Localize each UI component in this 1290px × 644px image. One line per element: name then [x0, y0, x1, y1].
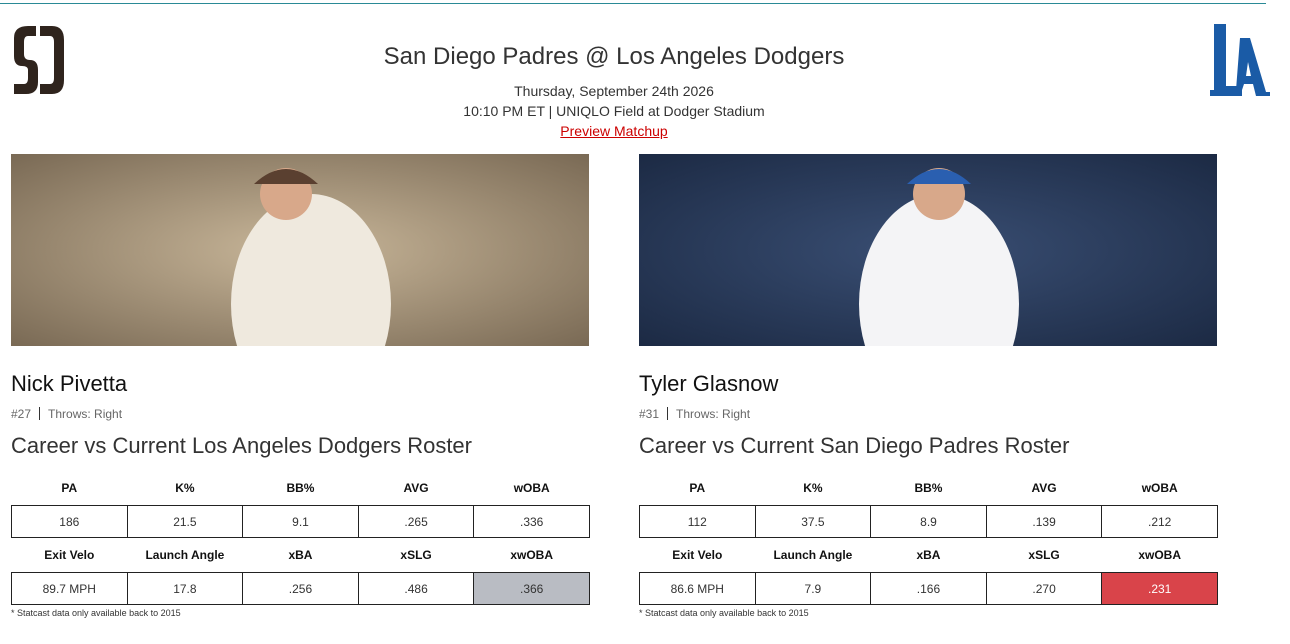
footnote: * Statcast data only available back to 2…	[639, 608, 809, 618]
stat-value: 186	[11, 505, 128, 538]
stat-value: 112	[639, 505, 756, 538]
stat-value: .166	[870, 572, 987, 605]
column-header: xBA	[288, 548, 313, 562]
throws: Throws: Right	[676, 407, 751, 421]
column-header: PA	[61, 481, 78, 495]
stats-table: PA K% BB% AVG wOBA 186 21.5 9.1.265.336 Exit Vel…	[11, 471, 590, 605]
column-header: Exit Velo	[44, 548, 95, 562]
stat-value: 9.1	[242, 505, 359, 538]
footnote: * Statcast data only available back to 2…	[11, 608, 181, 618]
column-header: K%	[803, 481, 823, 495]
stat-value: 17.8	[126, 572, 244, 605]
pitcher-card: Nick Pivetta #27 Throws: Right Career vs Cu…	[11, 154, 590, 618]
separator	[39, 407, 41, 420]
stats-table: PA K% BB% AVG wOBA 112 37.5 8.9.139.212 Exit Vel…	[639, 471, 1218, 605]
stat-value: .139	[985, 505, 1103, 538]
column-header: Launch Angle	[773, 548, 853, 562]
game-venue: 10:10 PM ET | UNIQLO Field at Dodger Sta…	[463, 103, 765, 119]
jersey-number: #27	[11, 407, 32, 421]
stat-value: 21.5	[126, 505, 244, 538]
column-header: AVG	[1031, 481, 1057, 495]
pitcher-meta: #27 Throws: Right	[11, 407, 589, 421]
stat-value: .366	[473, 572, 590, 605]
section-heading: Career vs Current Los Angeles Dodgers Ro…	[11, 433, 472, 458]
value-row: 112 37.5 8.9.139.212	[639, 505, 1218, 538]
value-row: 186 21.5 9.1.265.336	[11, 505, 590, 538]
jersey-number: #31	[639, 407, 660, 421]
column-header: xwOBA	[510, 548, 554, 562]
column-header: xBA	[916, 548, 941, 562]
value-row: 86.6 MPH 7.9.166.270.231	[639, 572, 1218, 605]
stat-value: .256	[242, 572, 359, 605]
dodgers-logo	[1210, 24, 1270, 96]
game-title: San Diego Padres @ Los Angeles Dodgers	[383, 43, 845, 70]
column-header: K%	[175, 481, 195, 495]
header-row: Exit Velo Launch Angle xBA xSLG xwOBA	[640, 538, 1218, 573]
stat-value: 7.9	[754, 572, 872, 605]
pitcher-name: Tyler Glasnow	[639, 371, 779, 396]
stat-value: .265	[357, 505, 475, 538]
section-heading: Career vs Current San Diego Padres Roste…	[639, 433, 1070, 458]
column-header: BB%	[286, 481, 315, 495]
stat-value: .336	[473, 505, 590, 538]
header-row: PA K% BB% AVG wOBA	[12, 471, 590, 506]
top-rule	[0, 3, 1266, 4]
column-header: AVG	[403, 481, 429, 495]
pitcher-photo	[11, 154, 589, 346]
column-header: wOBA	[1141, 481, 1178, 495]
column-header: wOBA	[513, 481, 550, 495]
header-row: PA K% BB% AVG wOBA	[640, 471, 1218, 506]
stat-value: 37.5	[754, 505, 872, 538]
stat-value: 8.9	[870, 505, 987, 538]
column-header: xSLG	[1028, 548, 1060, 562]
game-date: Thursday, September 24th 2026	[514, 83, 714, 99]
column-header: Launch Angle	[145, 548, 225, 562]
throws: Throws: Right	[48, 407, 123, 421]
stat-value: .231	[1101, 572, 1218, 605]
stat-value: .212	[1101, 505, 1218, 538]
stat-value: 86.6 MPH	[639, 572, 756, 605]
value-row: 89.7 MPH 17.8.256.486.366	[11, 572, 590, 605]
column-header: xwOBA	[1138, 548, 1182, 562]
stat-value: .270	[985, 572, 1103, 605]
separator	[667, 407, 669, 420]
column-header: BB%	[914, 481, 943, 495]
column-header: PA	[689, 481, 706, 495]
header-row: Exit Velo Launch Angle xBA xSLG xwOBA	[12, 538, 590, 573]
column-header: xSLG	[400, 548, 432, 562]
pitcher-meta: #31 Throws: Right	[639, 407, 1217, 421]
column-header: Exit Velo	[672, 548, 723, 562]
preview-link[interactable]: Preview Matchup	[560, 123, 668, 139]
stat-value: .486	[357, 572, 475, 605]
stat-value: 89.7 MPH	[11, 572, 128, 605]
padres-logo	[14, 26, 64, 94]
pitcher-photo	[639, 154, 1217, 346]
pitcher-name: Nick Pivetta	[11, 371, 128, 396]
pitcher-card: Tyler Glasnow #31 Throws: Right Career vs C…	[639, 154, 1218, 618]
